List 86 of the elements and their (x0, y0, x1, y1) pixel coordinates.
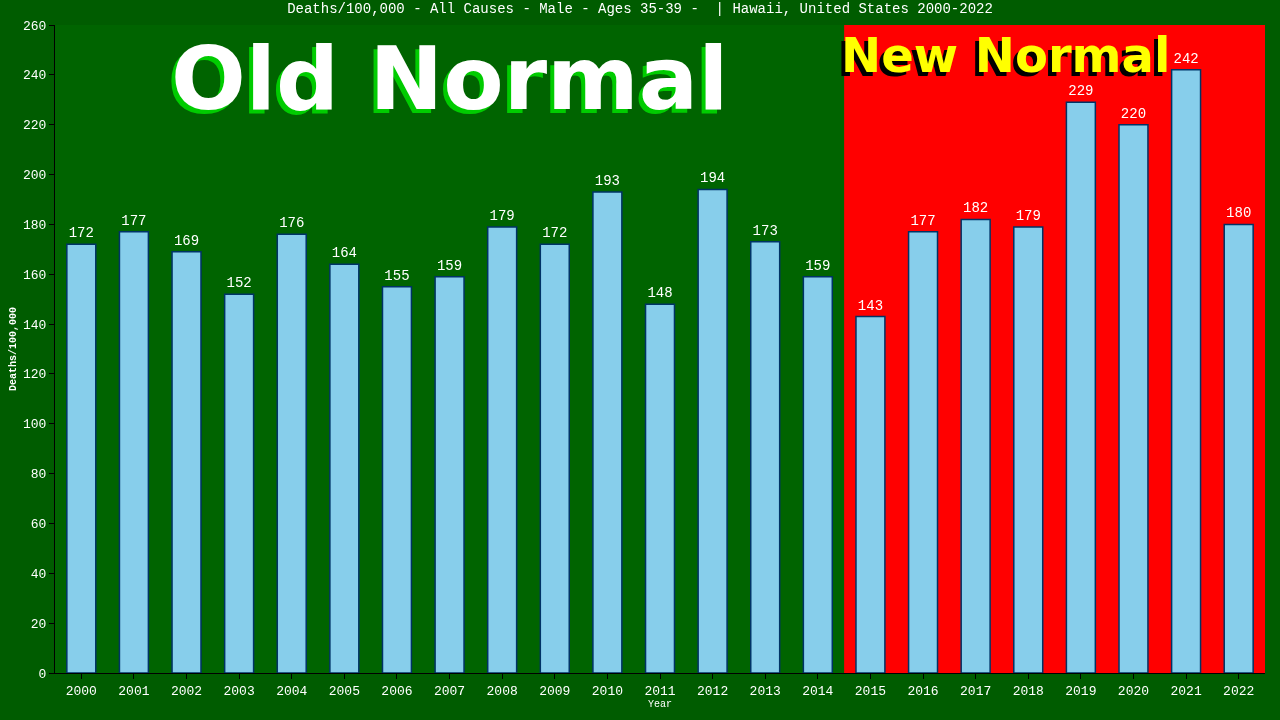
y-tick-label: 180 (22, 217, 47, 233)
bar (802, 275, 834, 673)
x-tick-label: 2001 (118, 683, 150, 699)
bar (118, 231, 150, 673)
bar (1170, 69, 1202, 673)
bar (1065, 101, 1097, 673)
bar (960, 218, 991, 673)
x-axis-title: Year (647, 699, 673, 711)
data-label: 169 (173, 232, 200, 249)
y-tick-label: 240 (22, 68, 47, 84)
data-label: 173 (752, 222, 778, 239)
y-tick-label: 160 (22, 267, 47, 283)
x-tick-label: 2014 (802, 683, 834, 699)
data-label: 177 (910, 212, 936, 229)
y-tick-label: 260 (22, 18, 47, 34)
data-label: 194 (700, 170, 726, 187)
data-label: 152 (226, 275, 252, 292)
data-label: 176 (279, 215, 305, 232)
x-tick-label: 2004 (276, 683, 308, 699)
y-tick-label: 40 (30, 566, 47, 582)
x-tick-label: 2007 (433, 683, 466, 699)
bar (381, 285, 413, 673)
y-tick-label: 20 (30, 616, 47, 632)
x-tick-label: 2020 (1117, 683, 1150, 699)
bar (1013, 226, 1044, 673)
data-label: 164 (331, 245, 357, 262)
data-label: 182 (963, 200, 989, 217)
bar (329, 263, 360, 673)
bar (750, 241, 781, 673)
bar (276, 233, 307, 673)
x-tick-label: 2006 (381, 683, 413, 699)
x-tick-label: 2018 (1012, 683, 1044, 699)
bar (539, 243, 570, 673)
y-tick-label: 0 (38, 666, 47, 682)
bar (434, 275, 465, 673)
data-label: 177 (121, 212, 147, 229)
y-tick-label: 80 (30, 467, 47, 483)
data-label: 159 (436, 257, 463, 274)
data-label: 172 (542, 225, 568, 242)
x-tick-label: 2011 (644, 683, 676, 699)
bar (486, 226, 518, 673)
x-tick-label: 2009 (539, 683, 571, 699)
x-tick-label: 2000 (65, 683, 97, 699)
x-tick-label: 2012 (697, 683, 729, 699)
x-tick-label: 2010 (591, 683, 623, 699)
y-tick-label: 120 (22, 367, 47, 383)
y-tick-label: 200 (22, 168, 47, 184)
x-tick-label: 2019 (1065, 683, 1097, 699)
x-tick-label: 2015 (854, 683, 887, 699)
bar (855, 315, 886, 673)
data-label: 179 (489, 207, 515, 224)
bar (1223, 223, 1254, 673)
data-label: 143 (857, 297, 884, 314)
x-tick-label: 2017 (960, 683, 992, 699)
data-label: 180 (1226, 205, 1252, 222)
y-tick-label: 220 (22, 118, 47, 134)
bar (592, 191, 623, 673)
x-tick-label: 2008 (486, 683, 518, 699)
data-label: 159 (805, 257, 831, 274)
data-label: 155 (384, 267, 410, 284)
y-tick-label: 140 (22, 317, 47, 333)
bar (66, 243, 97, 673)
bar (644, 303, 676, 673)
x-tick-label: 2021 (1170, 683, 1202, 699)
y-tick-label: 100 (22, 417, 47, 433)
data-label: 148 (647, 285, 673, 302)
y-tick-label: 60 (30, 517, 47, 533)
x-tick-label: 2022 (1223, 683, 1255, 699)
data-label: 242 (1173, 50, 1199, 67)
data-label: 193 (594, 172, 620, 189)
x-tick-label: 2003 (223, 683, 255, 699)
data-label: 229 (1068, 83, 1094, 100)
bar (171, 251, 202, 673)
bar (697, 188, 728, 673)
bar (907, 231, 939, 673)
data-label: 172 (68, 225, 94, 242)
x-tick-label: 2013 (749, 683, 781, 699)
data-label: 179 (1015, 207, 1041, 224)
x-tick-label: 2016 (907, 683, 939, 699)
chart-title: Deaths/100,000 - All Causes - Male - Ages 35-39 - | Hawaii, United States 2000-2022 (287, 1, 993, 18)
bar (223, 293, 255, 673)
y-axis-title: Deaths/100,000 (7, 306, 19, 392)
x-tick-label: 2002 (170, 683, 203, 699)
bar (1118, 123, 1149, 673)
x-tick-label: 2005 (328, 683, 360, 699)
data-label: 220 (1120, 105, 1147, 122)
